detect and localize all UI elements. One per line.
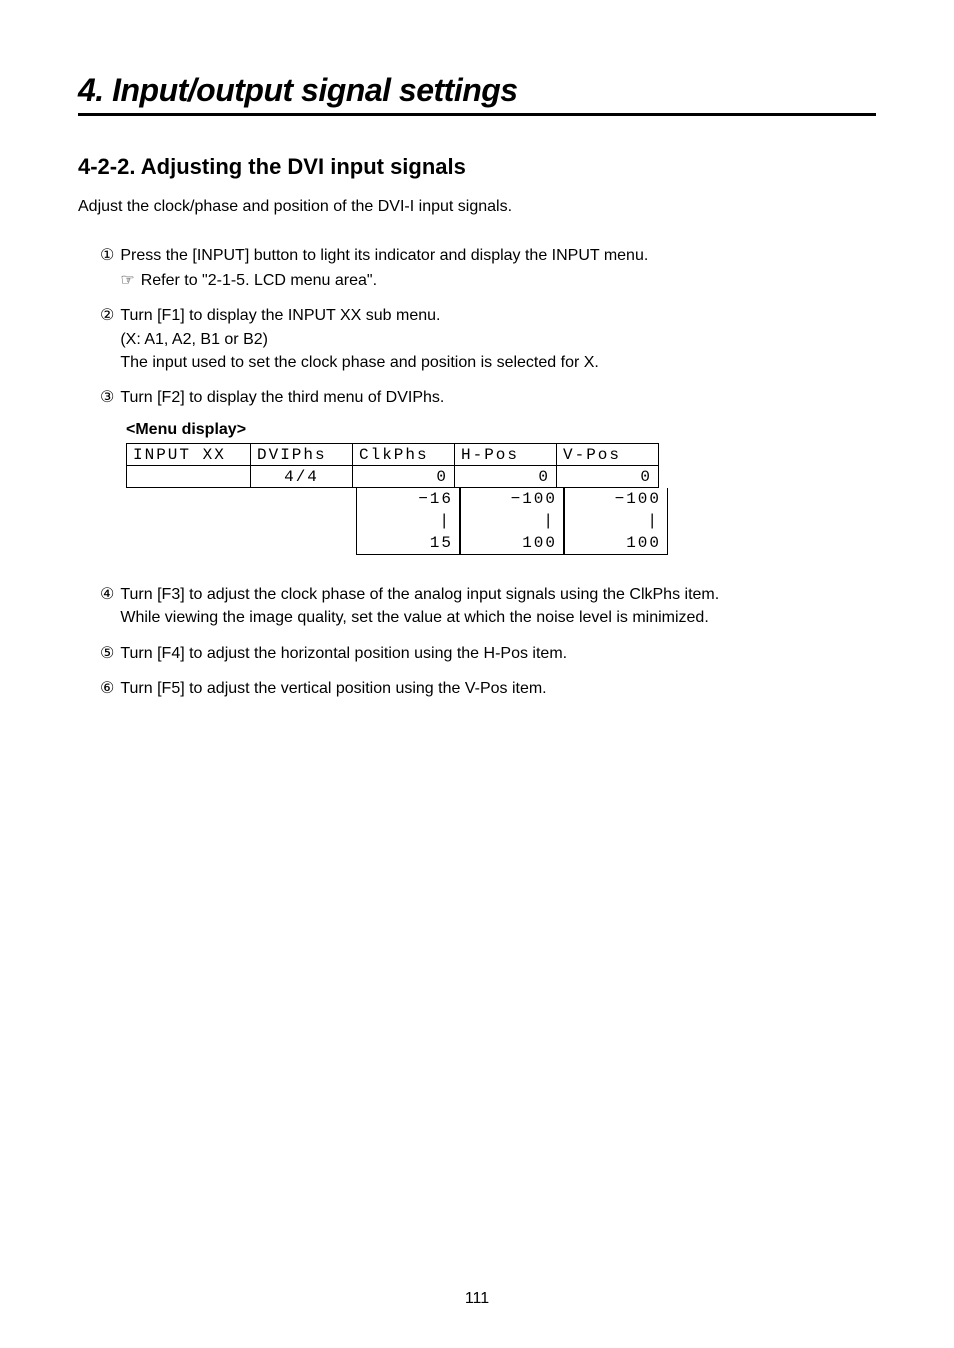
step-body: Turn [F5] to adjust the vertical positio…: [120, 677, 876, 700]
step-number: ⑤: [100, 642, 114, 665]
step-number: ⑥: [100, 677, 114, 700]
range-spacer: [252, 488, 356, 555]
range-min: −16: [363, 488, 453, 510]
section-title: 4-2-2. Adjusting the DVI input signals: [78, 154, 876, 180]
step-list-after: ④ Turn [F3] to adjust the clock phase of…: [100, 583, 876, 700]
lcd-value-cell: 0: [557, 466, 659, 488]
lcd-header-row: INPUT XX DVIPhs ClkPhs H-Pos V-Pos: [127, 444, 659, 466]
lcd-header-cell: H-Pos: [455, 444, 557, 466]
step-3: ③ Turn [F2] to display the third menu of…: [100, 386, 876, 409]
step-text: Turn [F2] to display the third menu of D…: [120, 389, 444, 406]
step-list-before: ① Press the [INPUT] button to light its …: [78, 244, 876, 700]
step-number: ①: [100, 244, 114, 267]
lcd-header-cell: INPUT XX: [127, 444, 251, 466]
step-text: Turn [F4] to adjust the horizontal posit…: [120, 645, 567, 662]
lcd-value-cell: 0: [353, 466, 455, 488]
step-1: ① Press the [INPUT] button to light its …: [100, 244, 876, 292]
step-text: Turn [F3] to adjust the clock phase of t…: [120, 586, 719, 603]
step-number: ③: [100, 386, 114, 409]
page-number: 111: [0, 1290, 954, 1308]
menu-display-label: <Menu display>: [126, 421, 876, 439]
step-line2: While viewing the image quality, set the…: [120, 606, 876, 629]
step-sub-text: Refer to "2-1-5. LCD menu area".: [141, 269, 377, 292]
step-body: Turn [F2] to display the third menu of D…: [120, 386, 876, 409]
step-number: ④: [100, 583, 114, 606]
step-2: ② Turn [F1] to display the INPUT XX sub …: [100, 304, 876, 374]
step-sub: ☞ Refer to "2-1-5. LCD menu area".: [120, 269, 876, 292]
step-body: Turn [F3] to adjust the clock phase of t…: [120, 583, 876, 629]
step-5: ⑤ Turn [F4] to adjust the horizontal pos…: [100, 642, 876, 665]
lcd-header-cell: ClkPhs: [353, 444, 455, 466]
step-text: Turn [F5] to adjust the vertical positio…: [120, 680, 546, 697]
range-col-vpos: −100 | 100: [564, 488, 668, 555]
step-6: ⑥ Turn [F5] to adjust the vertical posit…: [100, 677, 876, 700]
range-max: 100: [571, 532, 661, 554]
step-body: Turn [F1] to display the INPUT XX sub me…: [120, 304, 876, 374]
step-4: ④ Turn [F3] to adjust the clock phase of…: [100, 583, 876, 629]
range-col-hpos: −100 | 100: [460, 488, 564, 555]
step-text: Press the [INPUT] button to light its in…: [120, 247, 648, 264]
lcd-header-cell: V-Pos: [557, 444, 659, 466]
chapter-title: 4. Input/output signal settings: [78, 72, 876, 116]
range-col-clkphs: −16 | 15: [356, 488, 460, 555]
lcd-value-cell: [127, 466, 251, 488]
range-pipe: |: [363, 510, 453, 532]
lcd-menu-table: INPUT XX DVIPhs ClkPhs H-Pos V-Pos 4/4 0…: [126, 443, 659, 488]
step-number: ②: [100, 304, 114, 327]
step-text: Turn [F1] to display the INPUT XX sub me…: [120, 307, 440, 324]
lcd-range-block: −16 | 15 −100 | 100 −100 | 100: [126, 488, 876, 555]
range-min: −100: [571, 488, 661, 510]
pointer-icon: ☞: [120, 269, 134, 292]
range-pipe: |: [467, 510, 557, 532]
step-body: Press the [INPUT] button to light its in…: [120, 244, 876, 292]
intro-text: Adjust the clock/phase and position of t…: [78, 198, 876, 216]
range-min: −100: [467, 488, 557, 510]
lcd-header-cell: DVIPhs: [251, 444, 353, 466]
step-line2: (X: A1, A2, B1 or B2): [120, 328, 876, 351]
lcd-value-row: 4/4 0 0 0: [127, 466, 659, 488]
range-max: 15: [363, 532, 453, 554]
range-max: 100: [467, 532, 557, 554]
lcd-value-cell: 4/4: [251, 466, 353, 488]
step-body: Turn [F4] to adjust the horizontal posit…: [120, 642, 876, 665]
lcd-value-cell: 0: [455, 466, 557, 488]
range-spacer: [126, 488, 252, 555]
step-line3: The input used to set the clock phase an…: [120, 351, 876, 374]
range-pipe: |: [571, 510, 661, 532]
